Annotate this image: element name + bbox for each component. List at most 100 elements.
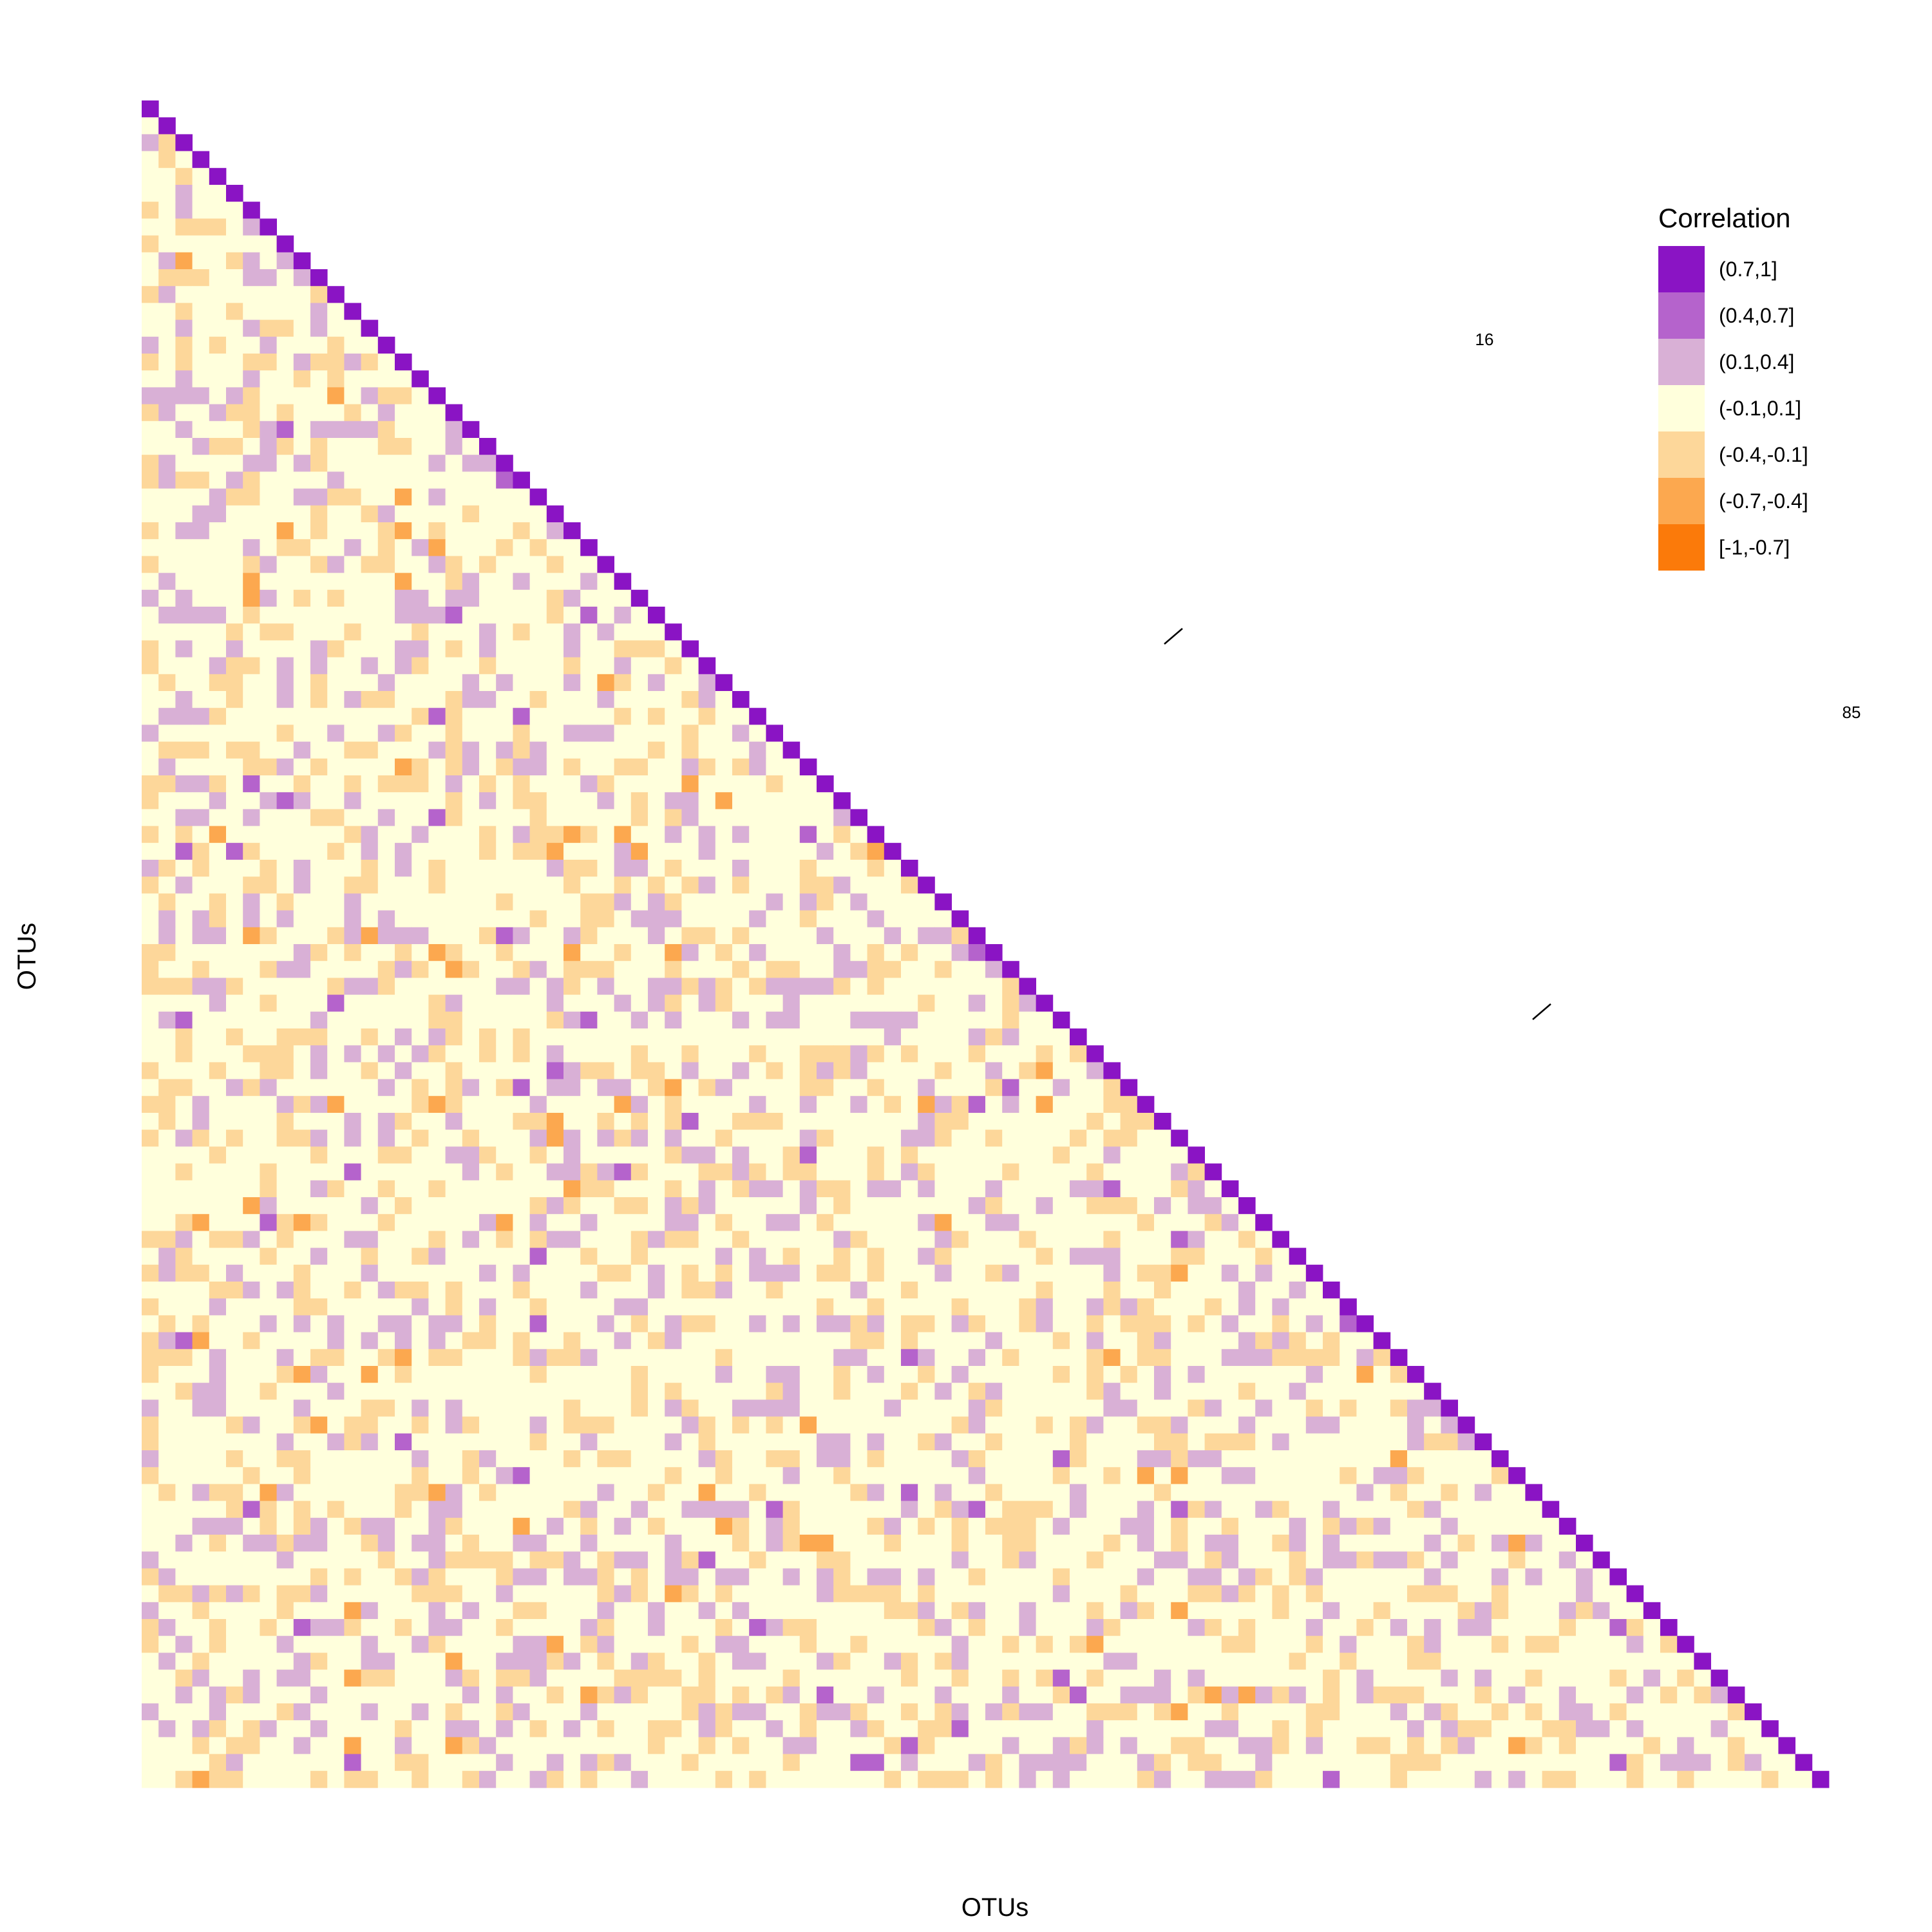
- heatmap-cell: [226, 1517, 243, 1535]
- heatmap-cell: [1525, 1754, 1542, 1772]
- heatmap-cell: [564, 1517, 581, 1535]
- heatmap-cell: [496, 842, 513, 860]
- heatmap-cell: [614, 1247, 632, 1265]
- heatmap-cell: [614, 994, 632, 1012]
- heatmap-cell: [1002, 1332, 1019, 1350]
- heatmap-cell: [782, 826, 800, 844]
- heatmap-cell: [344, 1028, 361, 1046]
- heatmap-cell: [1086, 1247, 1104, 1265]
- heatmap-cell: [1052, 1602, 1070, 1620]
- heatmap-cell: [681, 1095, 699, 1113]
- heatmap-cell: [209, 303, 227, 320]
- heatmap-cell: [293, 708, 311, 725]
- heatmap-diagonal-cell: [1492, 1450, 1509, 1468]
- heatmap-cell: [732, 1146, 750, 1164]
- heatmap-cell: [766, 1113, 783, 1130]
- heatmap-cell: [479, 1349, 497, 1367]
- heatmap-cell: [496, 1585, 513, 1603]
- heatmap-cell: [580, 1686, 598, 1704]
- heatmap-cell: [614, 1011, 632, 1029]
- heatmap-cell: [243, 235, 260, 253]
- heatmap-cell: [1390, 1501, 1408, 1519]
- heatmap-cell: [377, 708, 395, 725]
- heatmap-cell: [1086, 1636, 1104, 1653]
- heatmap-cell: [192, 1737, 210, 1754]
- heatmap-cell: [209, 354, 227, 371]
- heatmap-cell: [192, 775, 210, 793]
- heatmap-cell: [310, 1045, 328, 1063]
- heatmap-cell: [749, 1231, 766, 1248]
- heatmap-cell: [1441, 1450, 1458, 1468]
- heatmap-cell: [1103, 1298, 1121, 1316]
- heatmap-cell: [597, 775, 614, 793]
- heatmap-cell: [142, 252, 159, 270]
- heatmap-cell: [833, 1501, 851, 1519]
- heatmap-cell: [985, 1366, 1003, 1383]
- heatmap-cell: [1103, 1720, 1121, 1738]
- heatmap-cell: [1188, 1416, 1205, 1434]
- heatmap-cell: [1120, 1113, 1138, 1130]
- heatmap-cell: [158, 1332, 176, 1350]
- heatmap-cell: [681, 1602, 699, 1620]
- heatmap-cell: [529, 1045, 547, 1063]
- heatmap-cell: [175, 640, 193, 658]
- heatmap-cell: [310, 623, 328, 641]
- heatmap-cell: [293, 1095, 311, 1113]
- heatmap-cell: [546, 1349, 564, 1367]
- heatmap-cell: [934, 1264, 952, 1282]
- heatmap-cell: [782, 876, 800, 894]
- heatmap-cell: [884, 1214, 902, 1231]
- heatmap-cell: [226, 1484, 243, 1501]
- heatmap-cell: [817, 1011, 834, 1029]
- heatmap-cell: [546, 1653, 564, 1670]
- heatmap-cell: [1052, 1095, 1070, 1113]
- heatmap-cell: [192, 1282, 210, 1299]
- heatmap-cell: [513, 1315, 530, 1332]
- heatmap-cell: [462, 1602, 480, 1620]
- heatmap-cell: [377, 438, 395, 455]
- heatmap-cell: [648, 876, 665, 894]
- heatmap-cell: [884, 1686, 902, 1704]
- heatmap-cell: [1356, 1585, 1374, 1603]
- heatmap-cell: [630, 1703, 649, 1721]
- heatmap-cell: [1070, 1231, 1087, 1248]
- heatmap-cell: [395, 438, 412, 455]
- heatmap-cell: [546, 1231, 564, 1248]
- heatmap-cell: [260, 1146, 277, 1164]
- heatmap-cell: [715, 1113, 733, 1130]
- heatmap-cell: [1424, 1602, 1441, 1620]
- heatmap-cell: [1204, 1602, 1222, 1620]
- heatmap-cell: [918, 1433, 935, 1451]
- heatmap-cell: [1593, 1754, 1610, 1772]
- heatmap-cell: [749, 1720, 766, 1738]
- heatmap-cell: [175, 893, 193, 911]
- heatmap-cell: [1424, 1720, 1441, 1738]
- heatmap-cell: [377, 1568, 395, 1586]
- heatmap-cell: [1407, 1602, 1425, 1620]
- heatmap-cell: [1542, 1535, 1560, 1552]
- heatmap-cell: [226, 775, 243, 793]
- heatmap-cell: [597, 1501, 614, 1519]
- heatmap-cell: [395, 471, 412, 489]
- heatmap-cell: [968, 1146, 986, 1164]
- heatmap-cell: [344, 809, 361, 826]
- heatmap-cell: [1390, 1602, 1408, 1620]
- heatmap-cell: [1137, 1146, 1155, 1164]
- heatmap-cell: [833, 1636, 851, 1653]
- heatmap-cell: [968, 1484, 986, 1501]
- heatmap-cell: [951, 1450, 969, 1468]
- heatmap-cell: [479, 539, 497, 556]
- heatmap-cell: [564, 1399, 581, 1417]
- heatmap-cell: [1525, 1551, 1542, 1569]
- heatmap-cell: [260, 488, 277, 506]
- heatmap-cell: [1086, 1163, 1104, 1181]
- heatmap-cell: [377, 1602, 395, 1620]
- heatmap-cell: [276, 1113, 294, 1130]
- heatmap-cell: [665, 1619, 682, 1636]
- heatmap-cell: [901, 1197, 918, 1215]
- heatmap-cell: [715, 708, 733, 725]
- heatmap-cell: [529, 961, 547, 978]
- heatmap-cell: [951, 1467, 969, 1484]
- heatmap-cell: [749, 1669, 766, 1687]
- heatmap-cell: [985, 1653, 1003, 1670]
